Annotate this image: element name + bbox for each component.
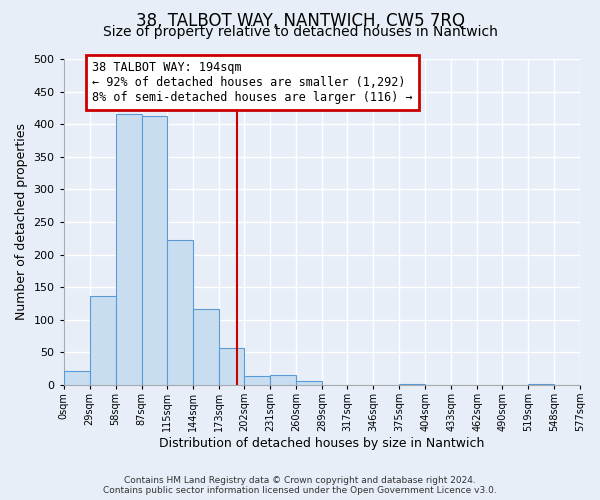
Bar — [528, 384, 554, 385]
Bar — [218, 348, 244, 385]
Bar — [244, 376, 271, 385]
Text: Size of property relative to detached houses in Nantwich: Size of property relative to detached ho… — [103, 25, 497, 39]
Bar — [193, 310, 218, 385]
X-axis label: Distribution of detached houses by size in Nantwich: Distribution of detached houses by size … — [159, 437, 485, 450]
Bar — [142, 116, 167, 385]
Text: 38, TALBOT WAY, NANTWICH, CW5 7RQ: 38, TALBOT WAY, NANTWICH, CW5 7RQ — [136, 12, 464, 30]
Text: 38 TALBOT WAY: 194sqm
← 92% of detached houses are smaller (1,292)
8% of semi-de: 38 TALBOT WAY: 194sqm ← 92% of detached … — [92, 61, 413, 104]
Bar — [296, 381, 322, 385]
Y-axis label: Number of detached properties: Number of detached properties — [15, 124, 28, 320]
Bar — [89, 296, 116, 385]
Text: Contains HM Land Registry data © Crown copyright and database right 2024.
Contai: Contains HM Land Registry data © Crown c… — [103, 476, 497, 495]
Bar — [167, 240, 193, 385]
Bar — [271, 375, 296, 385]
Bar — [116, 114, 142, 385]
Bar — [64, 370, 89, 385]
Bar — [399, 384, 425, 385]
